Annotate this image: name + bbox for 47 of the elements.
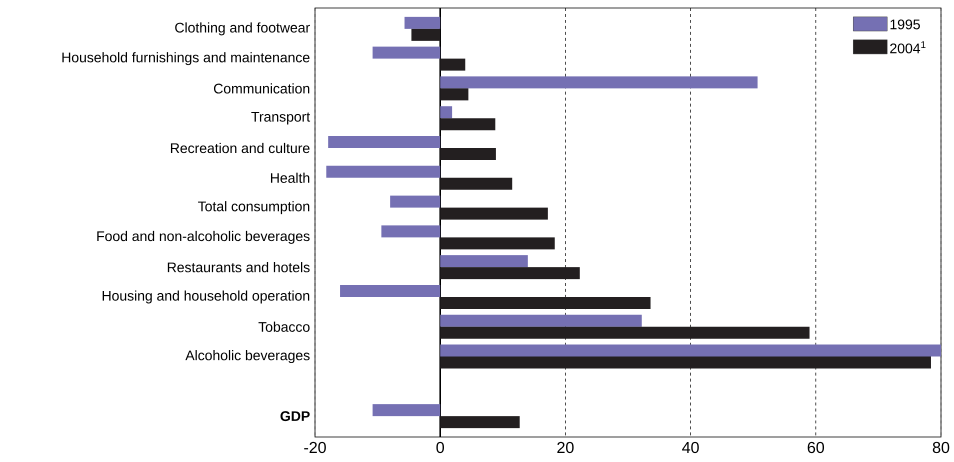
bar bbox=[440, 296, 651, 309]
y-tick-label: Total consumption bbox=[198, 201, 310, 214]
bar bbox=[440, 416, 520, 428]
bar bbox=[372, 46, 440, 59]
bar bbox=[440, 255, 528, 268]
bar bbox=[440, 267, 580, 280]
bar bbox=[440, 106, 452, 118]
bar bbox=[440, 118, 496, 130]
bar bbox=[440, 178, 512, 190]
bar bbox=[340, 284, 440, 297]
x-tick-label: 80 bbox=[932, 442, 950, 454]
bar bbox=[440, 356, 931, 369]
y-tick-label: Recreation and culture bbox=[170, 142, 310, 154]
y-tick-label: Clothing and footwear bbox=[175, 22, 310, 36]
y-tick-label: Alcoholic beverages bbox=[185, 350, 310, 364]
bar bbox=[440, 58, 466, 71]
y-tick-label: Transport bbox=[251, 112, 310, 124]
bar bbox=[440, 344, 942, 357]
y-tick-label: Household furnishings and maintenance bbox=[62, 52, 310, 66]
x-tick-label: 60 bbox=[808, 442, 824, 454]
bar bbox=[326, 166, 440, 178]
y-tick-label: Communication bbox=[214, 83, 310, 94]
bar bbox=[404, 16, 440, 29]
y-tick-label: Housing and household operation bbox=[102, 290, 310, 304]
x-tick-label: 0 bbox=[436, 442, 444, 454]
y-tick-label: Tobacco bbox=[258, 322, 310, 332]
y-tick-label: GDP bbox=[280, 411, 310, 422]
bar bbox=[440, 208, 548, 220]
bar bbox=[440, 148, 496, 160]
x-tick-label: -20 bbox=[304, 442, 326, 454]
bar bbox=[381, 225, 440, 238]
y-tick-label: Food and non-alcoholic beverages bbox=[97, 230, 310, 244]
bar bbox=[390, 196, 440, 208]
legend-label: 1995 bbox=[890, 19, 920, 30]
legend-label: 2004$^{1}$ bbox=[890, 41, 926, 54]
y-tick-label: Health bbox=[270, 172, 310, 183]
x-tick-label: 40 bbox=[682, 442, 699, 454]
bar bbox=[411, 28, 440, 41]
bar bbox=[440, 88, 468, 100]
bar bbox=[440, 76, 758, 88]
x-tick-label: 20 bbox=[557, 442, 574, 454]
bar bbox=[372, 404, 440, 416]
bar bbox=[440, 314, 642, 327]
bar bbox=[328, 136, 440, 148]
bar bbox=[440, 237, 555, 250]
bar bbox=[440, 326, 810, 339]
y-tick-label: Restaurants and hotels bbox=[168, 262, 310, 272]
